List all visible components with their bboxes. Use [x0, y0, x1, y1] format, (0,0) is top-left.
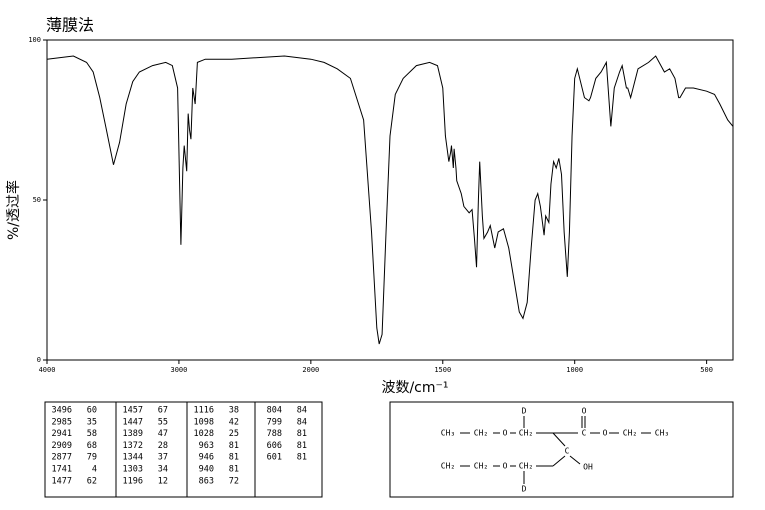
structure-atom: C [565, 447, 570, 456]
peak-wavenumber: 963 [199, 441, 214, 451]
structure-atom: O [582, 407, 587, 416]
y-tick-label: 0 [37, 356, 41, 364]
peak-wavenumber: 601 [267, 453, 282, 463]
peak-transmittance: 81 [229, 453, 239, 463]
peak-table-frame [44, 401, 323, 498]
structure-atom: D [522, 407, 527, 416]
peak-transmittance: 81 [297, 441, 307, 451]
peak-wavenumber: 1098 [194, 417, 214, 427]
structure-atom: CH₃ [441, 429, 455, 438]
structure-atom: CH₃ [655, 429, 669, 438]
structure-frame [389, 401, 734, 498]
peak-transmittance: 28 [158, 441, 168, 451]
peak-wavenumber: 804 [267, 406, 282, 416]
peak-wavenumber: 940 [199, 465, 214, 475]
peak-transmittance: 35 [87, 417, 97, 427]
structure-atom: CH₂ [519, 429, 533, 438]
peak-transmittance: 68 [87, 441, 97, 451]
y-tick-label: 50 [33, 196, 41, 204]
chart-title: 薄膜法 [46, 16, 94, 35]
peak-transmittance: 62 [87, 476, 97, 486]
structure-atom: O [503, 429, 508, 438]
x-tick-label: 2000 [302, 366, 319, 374]
peak-wavenumber: 2985 [52, 417, 72, 427]
peak-wavenumber: 1477 [52, 476, 72, 486]
x-tick-label: 3000 [170, 366, 187, 374]
peak-wavenumber: 799 [267, 417, 282, 427]
structure-atom: CH₂ [623, 429, 637, 438]
peak-wavenumber: 1741 [52, 465, 72, 475]
peak-transmittance: 72 [229, 476, 239, 486]
peak-transmittance: 55 [158, 417, 168, 427]
spectrum-line [46, 55, 734, 345]
peak-wavenumber: 788 [267, 429, 282, 439]
peak-wavenumber: 3496 [52, 406, 72, 416]
peak-transmittance: 25 [229, 429, 239, 439]
peak-wavenumber: 1196 [123, 476, 143, 486]
peak-wavenumber: 1447 [123, 417, 143, 427]
peak-wavenumber: 1028 [194, 429, 214, 439]
structure-atom: CH₂ [519, 462, 533, 471]
peak-wavenumber: 1372 [123, 441, 143, 451]
peak-transmittance: 47 [158, 429, 168, 439]
peak-transmittance: 4 [92, 465, 97, 475]
peak-wavenumber: 1344 [123, 453, 143, 463]
peak-wavenumber: 2941 [52, 429, 72, 439]
peak-wavenumber: 1303 [123, 465, 143, 475]
y-axis-label: %/透过率 [5, 180, 22, 240]
structure-atom: O [503, 462, 508, 471]
peak-wavenumber: 863 [199, 476, 214, 486]
y-tick-label: 100 [28, 36, 41, 44]
peak-transmittance: 81 [297, 429, 307, 439]
x-tick-label: 500 [700, 366, 713, 374]
structure-atom: D [522, 485, 527, 494]
structure-atom: OH [583, 463, 593, 472]
peak-transmittance: 37 [158, 453, 168, 463]
peak-transmittance: 84 [297, 417, 307, 427]
structure-atom: CH₂ [441, 462, 455, 471]
peak-transmittance: 79 [87, 453, 97, 463]
peak-wavenumber: 606 [267, 441, 282, 451]
x-tick-label: 1000 [566, 366, 583, 374]
structure-atom: C [582, 429, 587, 438]
structure-atom: CH₂ [474, 429, 488, 438]
peak-transmittance: 12 [158, 476, 168, 486]
peak-transmittance: 38 [229, 406, 239, 416]
peak-transmittance: 81 [297, 453, 307, 463]
peak-transmittance: 84 [297, 406, 307, 416]
peak-wavenumber: 1457 [123, 406, 143, 416]
structure-atom: CH₂ [474, 462, 488, 471]
peak-wavenumber: 2877 [52, 453, 72, 463]
peak-transmittance: 67 [158, 406, 168, 416]
x-axis-label: 波数/cm⁻¹ [381, 380, 448, 396]
peak-wavenumber: 1116 [194, 406, 214, 416]
peak-transmittance: 58 [87, 429, 97, 439]
plot-frame [46, 39, 734, 361]
peak-wavenumber: 2909 [52, 441, 72, 451]
peak-transmittance: 34 [158, 465, 168, 475]
peak-transmittance: 42 [229, 417, 239, 427]
peak-transmittance: 81 [229, 441, 239, 451]
x-tick-label: 1500 [434, 366, 451, 374]
x-tick-label: 4000 [39, 366, 56, 374]
structure-bonds [460, 416, 651, 484]
peak-wavenumber: 1389 [123, 429, 143, 439]
peak-wavenumber: 946 [199, 453, 214, 463]
peak-transmittance: 81 [229, 465, 239, 475]
structure-atom: O [603, 429, 608, 438]
peak-transmittance: 60 [87, 406, 97, 416]
